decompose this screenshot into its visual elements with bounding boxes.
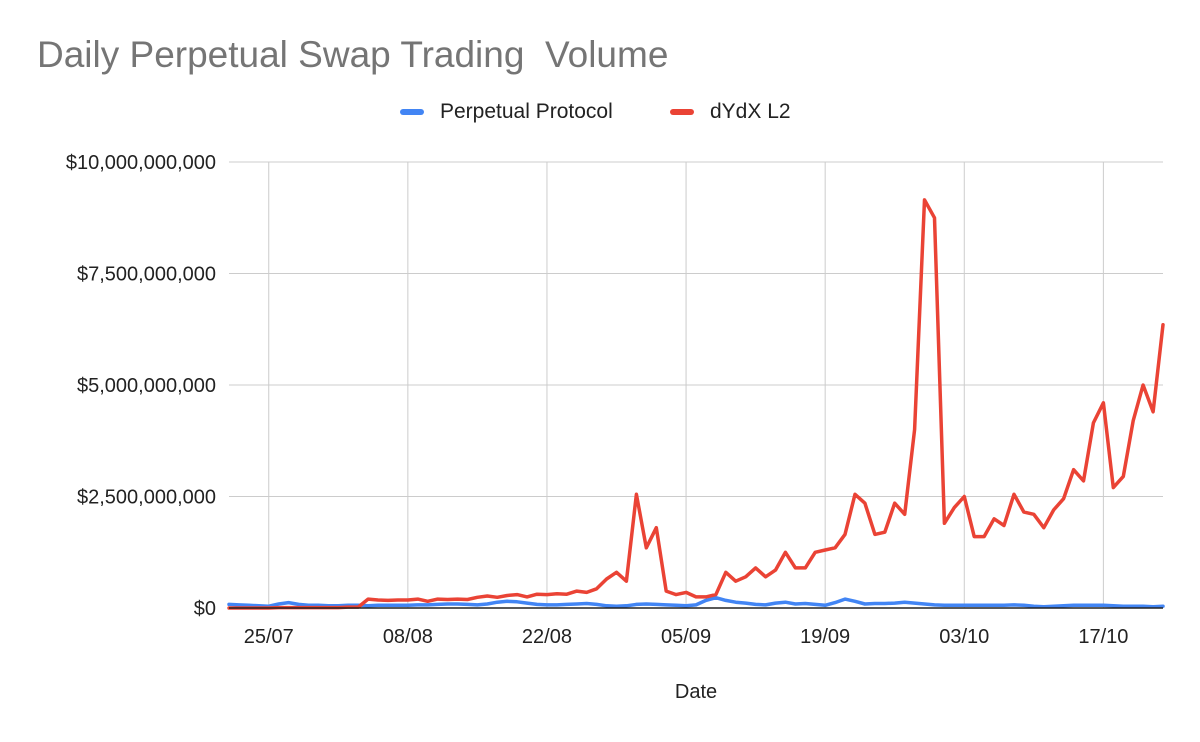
series-line-perpetual-protocol[interactable] xyxy=(227,595,1165,609)
x-tick-label: 22/08 xyxy=(522,626,572,648)
legend-label-perpetual-protocol: Perpetual Protocol xyxy=(440,100,613,123)
y-tick-label: $10,000,000,000 xyxy=(66,152,216,174)
chart-title: Daily Perpetual Swap Trading Volume xyxy=(37,34,669,75)
y-tick-label: $5,000,000,000 xyxy=(77,375,216,397)
x-axis: 25/07 08/08 22/08 05/09 19/09 03/10 17/10 xyxy=(244,626,1129,648)
x-tick-label: 05/09 xyxy=(661,626,711,648)
x-axis-title: Date xyxy=(675,681,717,703)
x-tick-label: 25/07 xyxy=(244,626,294,648)
chart-legend: Perpetual Protocol dYdX L2 xyxy=(0,100,1200,126)
series-line-dydx-l2[interactable] xyxy=(227,198,1165,610)
x-tick-label: 19/09 xyxy=(800,626,850,648)
chart-series xyxy=(227,198,1165,610)
y-tick-label: $2,500,000,000 xyxy=(77,487,216,509)
x-tick-label: 17/10 xyxy=(1078,626,1128,648)
legend-label-dydx-l2: dYdX L2 xyxy=(710,100,791,123)
y-tick-label: $7,500,000,000 xyxy=(77,264,216,286)
y-axis: $0 $2,500,000,000 $5,000,000,000 $7,500,000… xyxy=(66,152,216,620)
legend-item-perpetual-protocol[interactable]: Perpetual Protocol xyxy=(400,100,613,124)
legend-swatch-dydx-l2 xyxy=(670,109,694,115)
y-tick-label: $0 xyxy=(194,598,216,620)
legend-item-dydx-l2[interactable]: dYdX L2 xyxy=(670,100,791,124)
x-tick-label: 08/08 xyxy=(383,626,433,648)
x-tick-label: 03/10 xyxy=(939,626,989,648)
chart-gridlines xyxy=(229,161,1163,608)
legend-swatch-perpetual-protocol xyxy=(400,109,424,115)
